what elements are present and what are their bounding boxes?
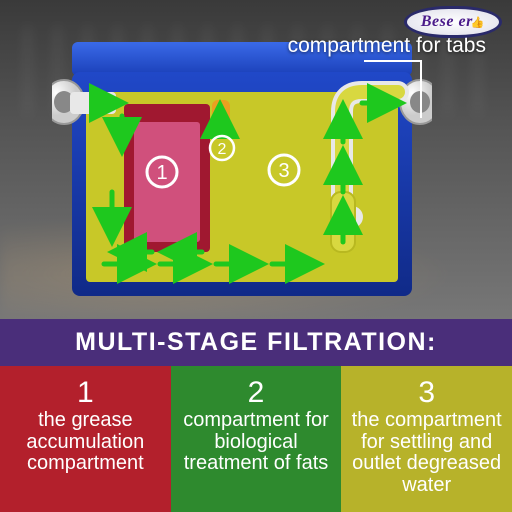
- diagram-area: Bese er compartment for tabs: [0, 0, 512, 319]
- legend-num: 3: [349, 376, 504, 410]
- brand-badge: Bese er: [404, 6, 502, 38]
- label-2: 2: [218, 141, 227, 158]
- legend-item-1: 1 the grease accumulation compartment: [0, 366, 171, 512]
- callout-leader-line: [364, 60, 422, 118]
- legend-text: compartment for biological treatment of …: [179, 410, 334, 475]
- legend-text: the compartment for settling and outlet …: [349, 410, 504, 496]
- legend-item-2: 2 compartment for biological treatment o…: [171, 366, 342, 512]
- legend-row: 1 the grease accumulation compartment 2 …: [0, 366, 512, 512]
- legend-num: 2: [179, 376, 334, 410]
- legend-num: 1: [8, 376, 163, 410]
- label-3: 3: [278, 160, 289, 182]
- legend-text: the grease accumulation compartment: [8, 410, 163, 475]
- title-bar: MULTI-STAGE FILTRATION:: [0, 319, 512, 366]
- label-1: 1: [156, 162, 167, 184]
- legend-item-3: 3 the compartment for settling and outle…: [341, 366, 512, 512]
